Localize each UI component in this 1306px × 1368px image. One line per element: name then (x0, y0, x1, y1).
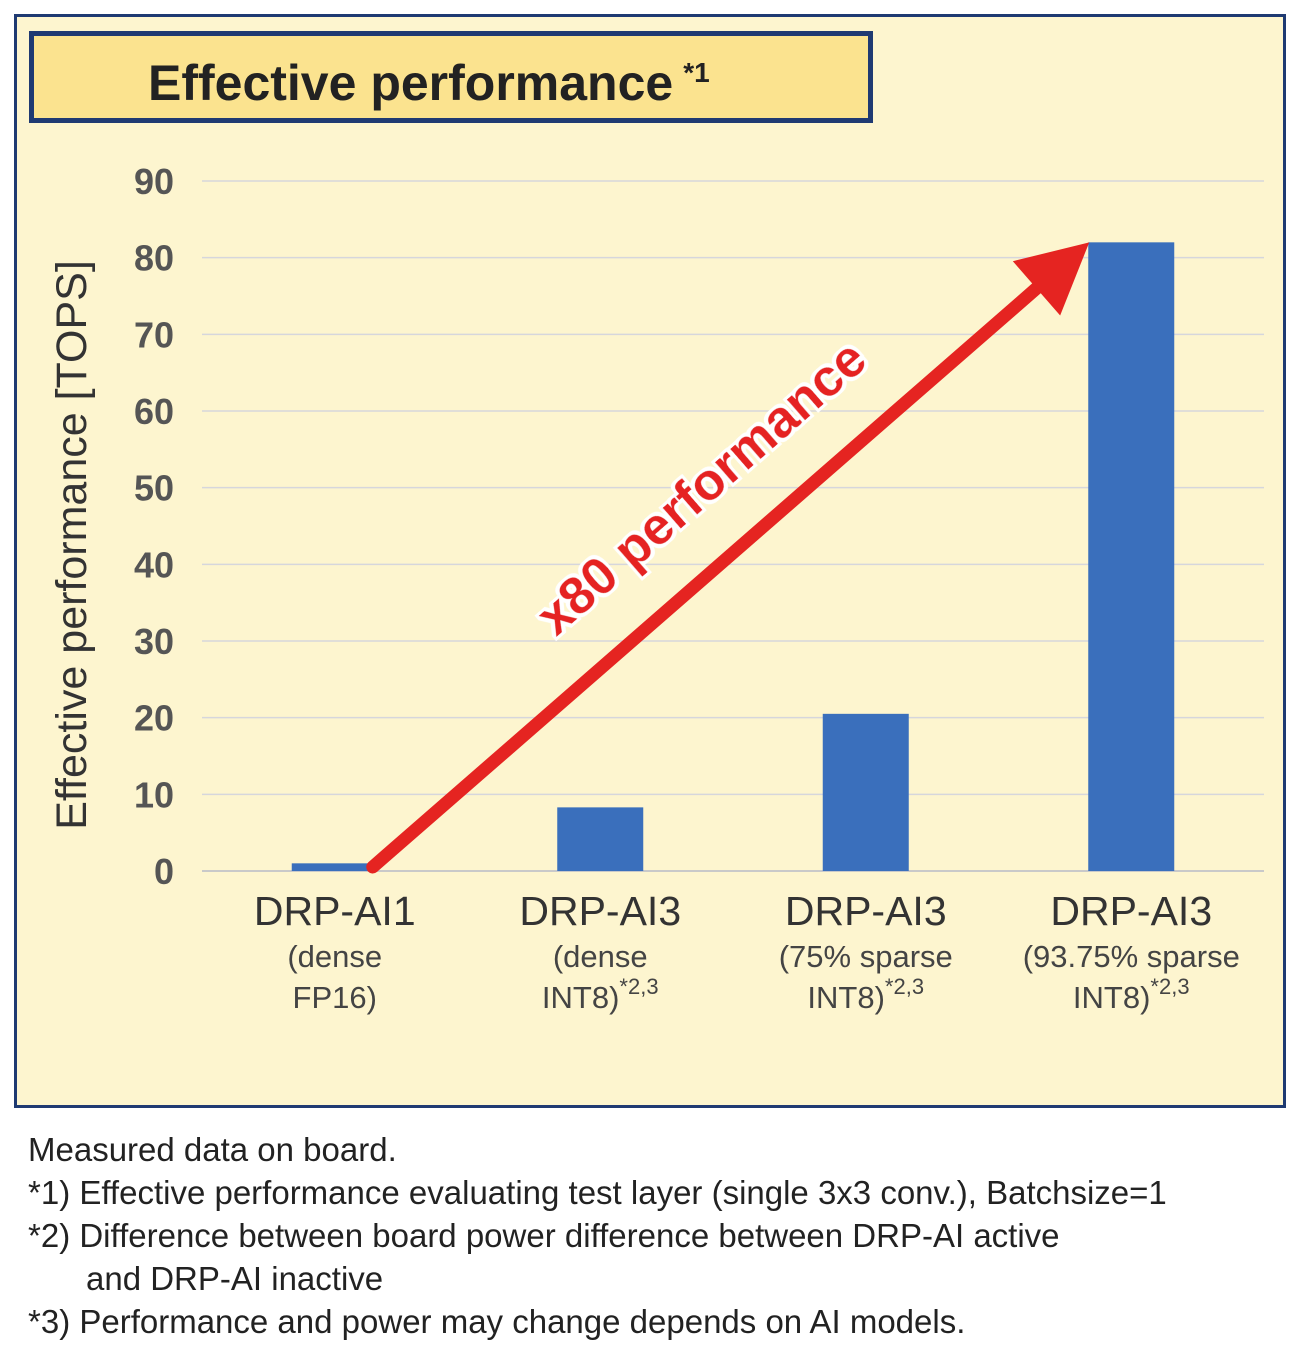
arrow-shaft (366, 281, 1043, 874)
arrow-head (1012, 242, 1090, 316)
note-1: *1) Effective performance evaluating tes… (28, 1174, 1167, 1211)
x-category-sub: (75% sparse (779, 939, 953, 974)
note-3: *3) Performance and power may change dep… (28, 1303, 966, 1340)
x-category-name: DRP-AI3 (785, 888, 947, 934)
note-measured: Measured data on board. (28, 1131, 397, 1168)
note-2: *2) Difference between board power diffe… (28, 1217, 1060, 1254)
x-category-name: DRP-AI3 (519, 888, 681, 934)
y-tick-label: 50 (134, 468, 174, 509)
x-category-sub: INT8)*2,3 (542, 974, 659, 1015)
chart-title: Effective performance *1 (148, 55, 710, 111)
x-category-name: DRP-AI3 (1050, 888, 1212, 934)
y-tick-label: 80 (134, 238, 174, 279)
y-tick-label: 90 (134, 161, 174, 202)
x-category-sub: (dense (287, 939, 382, 974)
y-tick-label: 40 (134, 544, 174, 585)
y-tick-label: 60 (134, 391, 174, 432)
y-tick-label: 20 (134, 698, 174, 739)
bar-4 (1088, 242, 1175, 872)
y-axis-label: Effective performance [TOPS] (48, 260, 96, 830)
x-category-name: DRP-AI1 (254, 888, 416, 934)
bar-3 (822, 713, 909, 871)
bar-2 (557, 807, 644, 871)
y-tick-label: 0 (154, 851, 174, 892)
x-category-footnote: *2,3 (1150, 974, 1189, 999)
chart-panel: Effective performance *1 (14, 14, 1286, 1108)
x-category-sub: FP16) (293, 980, 377, 1015)
bar-1 (291, 863, 378, 871)
y-tick-label: 10 (134, 774, 174, 815)
footnotes: Measured data on board. *1) Effective pe… (28, 1128, 1167, 1343)
note-2-continued: and DRP-AI inactive (86, 1260, 384, 1297)
x-category-footnote: *2,3 (619, 974, 658, 999)
x-category-sub: INT8)*2,3 (807, 974, 924, 1015)
y-tick-label: 70 (134, 314, 174, 355)
bar-chart: 0 10 20 30 40 50 60 70 80 90 DRP-AI1 (dense FP16) DR… (48, 161, 1264, 1015)
y-tick-label: 30 (134, 621, 174, 662)
x-category-sub: (dense (553, 939, 648, 974)
x-category-footnote: *2,3 (885, 974, 924, 999)
x-category-sub: (93.75% sparse (1023, 939, 1240, 974)
x-category-sub: INT8)*2,3 (1073, 974, 1190, 1015)
title-footnote-mark: *1 (683, 57, 710, 89)
title-box: Effective performance *1 (29, 31, 873, 123)
